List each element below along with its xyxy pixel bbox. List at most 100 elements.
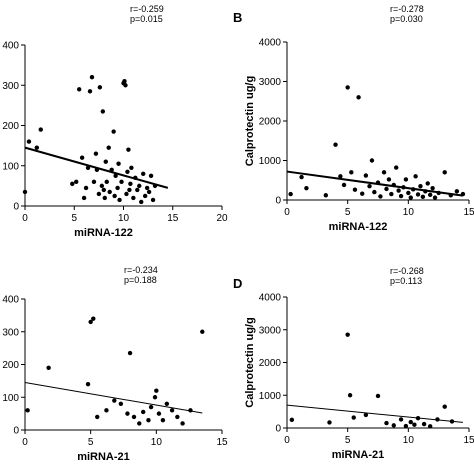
data-point — [363, 412, 369, 418]
data-point — [345, 332, 350, 337]
y-tick-label: 2000 — [259, 117, 282, 128]
data-point — [109, 167, 114, 172]
data-point — [127, 187, 132, 193]
data-point — [101, 187, 107, 193]
data-point — [327, 420, 332, 425]
y-tick-label: 400 — [2, 41, 19, 52]
y-tick-label: 300 — [2, 327, 19, 338]
data-point — [423, 189, 428, 194]
data-point — [304, 185, 309, 191]
x-tick-label: 10 — [118, 213, 130, 224]
x-tick-label: 0 — [284, 207, 290, 218]
data-point — [351, 415, 356, 420]
data-point — [408, 419, 413, 425]
data-point — [164, 401, 170, 406]
data-point — [137, 421, 142, 426]
data-point — [118, 401, 124, 406]
data-point — [372, 189, 377, 195]
data-point — [347, 393, 353, 398]
data-point — [169, 408, 175, 413]
y-tick-label: 300 — [2, 81, 19, 92]
data-point — [79, 155, 85, 160]
data-point — [338, 174, 343, 179]
data-point — [384, 186, 389, 192]
y-tick-label: 4000 — [259, 38, 282, 49]
data-point — [394, 165, 399, 170]
y-tick-label: 200 — [2, 121, 19, 132]
stat-annotation: r=-0.268 — [390, 266, 424, 276]
data-point — [112, 193, 117, 199]
data-point — [369, 158, 375, 163]
y-tick-label: 0 — [13, 426, 19, 437]
data-point — [442, 404, 447, 409]
data-point — [349, 170, 354, 175]
data-point — [85, 165, 91, 170]
data-point — [95, 414, 100, 420]
y-tick-label: 200 — [2, 360, 19, 371]
y-tick-label: 3000 — [259, 77, 282, 88]
scatter-panel-3: 0 100 200 300 400 0 5 10 15 miRNA-21 r=-0.234p=0.1… — [2, 265, 228, 463]
data-point — [460, 191, 466, 197]
data-point — [356, 95, 361, 100]
data-point — [88, 319, 93, 325]
data-point — [401, 185, 406, 190]
data-point — [448, 193, 453, 198]
stat-annotation: p=0.030 — [390, 14, 423, 24]
y-tick-label: 100 — [2, 161, 19, 172]
data-point — [117, 197, 122, 203]
y-tick-label: 0 — [275, 196, 281, 207]
data-point — [139, 199, 144, 205]
data-point — [135, 187, 140, 193]
data-point — [25, 408, 30, 413]
data-point — [188, 408, 193, 413]
data-point — [152, 183, 158, 189]
data-point — [435, 417, 440, 422]
data-point — [367, 183, 372, 189]
data-point — [389, 191, 394, 197]
x-tick-label: 15 — [216, 437, 228, 448]
data-point — [131, 195, 136, 201]
data-point — [425, 181, 430, 186]
data-point — [99, 183, 105, 189]
data-point — [154, 388, 159, 393]
y-tick-label: 100 — [2, 393, 19, 404]
data-point — [83, 185, 89, 191]
data-point — [384, 420, 389, 426]
data-point — [129, 165, 134, 170]
data-point — [442, 170, 447, 175]
trend-line — [24, 382, 203, 414]
data-point — [333, 142, 338, 147]
panel-letter: B — [233, 10, 242, 25]
data-point — [408, 195, 413, 200]
y-tick-label: 2000 — [259, 358, 282, 369]
y-tick-label: 1000 — [259, 156, 282, 167]
data-point — [427, 424, 433, 429]
x-axis-label: miRNA-21 — [77, 451, 130, 463]
scatter-panel-4: 0 1000 2000 3000 4000 0 5 10 15 miRNA-21 Calprotec… — [233, 266, 474, 461]
data-point — [432, 195, 438, 200]
stat-annotation: r=-0.259 — [130, 4, 164, 14]
data-point — [119, 179, 124, 185]
x-tick-label: 5 — [345, 207, 351, 218]
data-point — [398, 417, 404, 422]
data-point — [100, 109, 106, 114]
data-point — [410, 187, 416, 192]
data-point — [341, 182, 347, 188]
data-point — [91, 316, 96, 321]
x-axis-label: miRNA-122 — [329, 221, 388, 233]
data-point — [112, 398, 117, 403]
data-point — [123, 83, 128, 88]
x-tick-label: 15 — [167, 213, 179, 224]
data-point — [391, 182, 396, 188]
x-tick-label: 0 — [284, 435, 290, 446]
data-point — [146, 417, 151, 423]
data-point — [413, 174, 418, 179]
data-point — [107, 189, 112, 195]
data-point — [94, 167, 100, 172]
data-point — [74, 179, 79, 185]
stat-annotation: p=0.113 — [390, 276, 422, 286]
data-point — [375, 393, 381, 399]
x-tick-label: 5 — [71, 213, 77, 224]
data-point — [126, 147, 131, 152]
